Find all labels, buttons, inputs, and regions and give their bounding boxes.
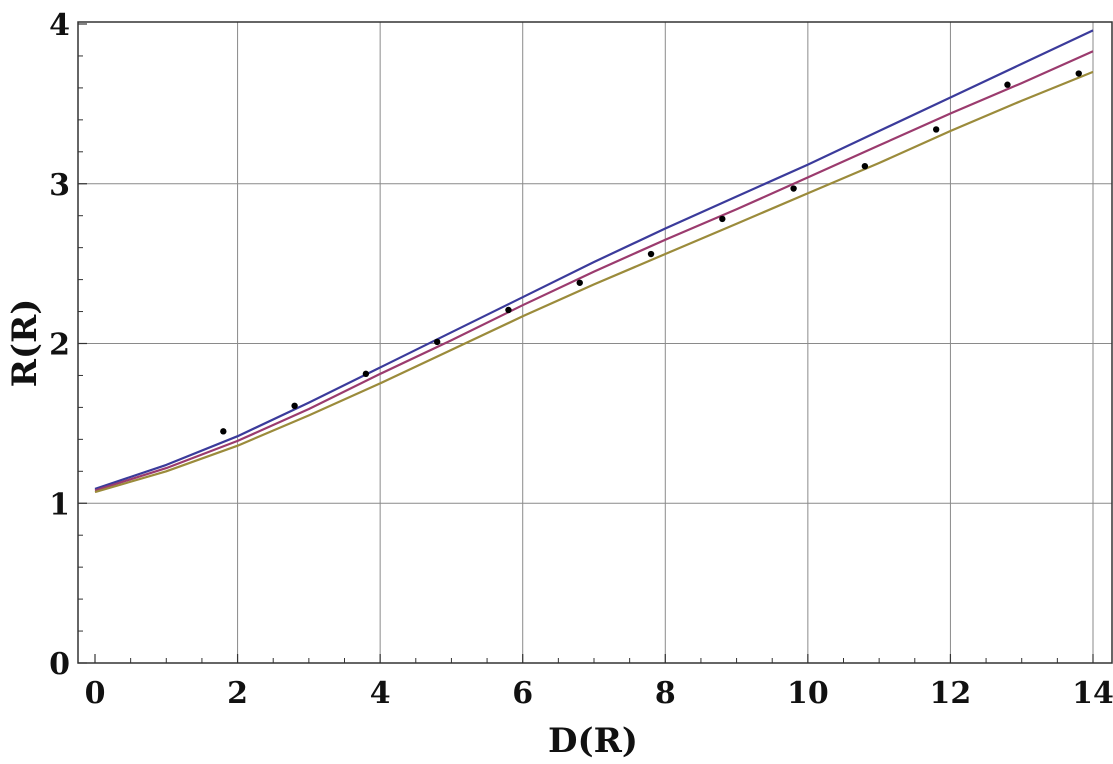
series-line-3 xyxy=(94,70,1094,494)
data-point xyxy=(220,428,227,435)
data-point xyxy=(1075,70,1082,77)
series-line-2 xyxy=(94,50,1094,492)
data-point xyxy=(647,250,655,258)
x-tick-label: 4 xyxy=(370,676,391,711)
data-point xyxy=(505,306,512,314)
data-point xyxy=(719,215,726,223)
y-tick-label: 2 xyxy=(49,328,70,363)
y-tick-label: 0 xyxy=(49,647,70,682)
y-tick-label: 3 xyxy=(49,168,70,203)
y-tick-label: 4 xyxy=(49,8,70,43)
data-point xyxy=(861,162,869,170)
x-tick-label: 2 xyxy=(227,676,248,711)
series-line-1 xyxy=(94,29,1094,490)
x-tick-label: 8 xyxy=(655,676,676,711)
data-point xyxy=(1004,81,1011,88)
x-axis-title: D(R) xyxy=(548,721,638,761)
x-tick-label: 0 xyxy=(85,676,106,711)
grid-lines xyxy=(78,22,1112,663)
data-point xyxy=(576,279,583,286)
y-tick-label: 1 xyxy=(49,487,70,522)
x-tick-label: 6 xyxy=(512,676,533,711)
x-tick-label: 14 xyxy=(1072,676,1113,711)
axis-ticks xyxy=(78,23,1094,664)
plot-frame xyxy=(77,21,1113,664)
y-axis-title: R(R) xyxy=(5,299,45,388)
data-point xyxy=(433,338,441,346)
series-layer xyxy=(94,29,1094,494)
x-tick-label: 10 xyxy=(787,676,829,711)
x-tick-label: 12 xyxy=(930,676,972,711)
data-point xyxy=(362,370,370,378)
data-point xyxy=(790,185,797,192)
data-point xyxy=(932,126,940,133)
data-point xyxy=(291,402,298,410)
